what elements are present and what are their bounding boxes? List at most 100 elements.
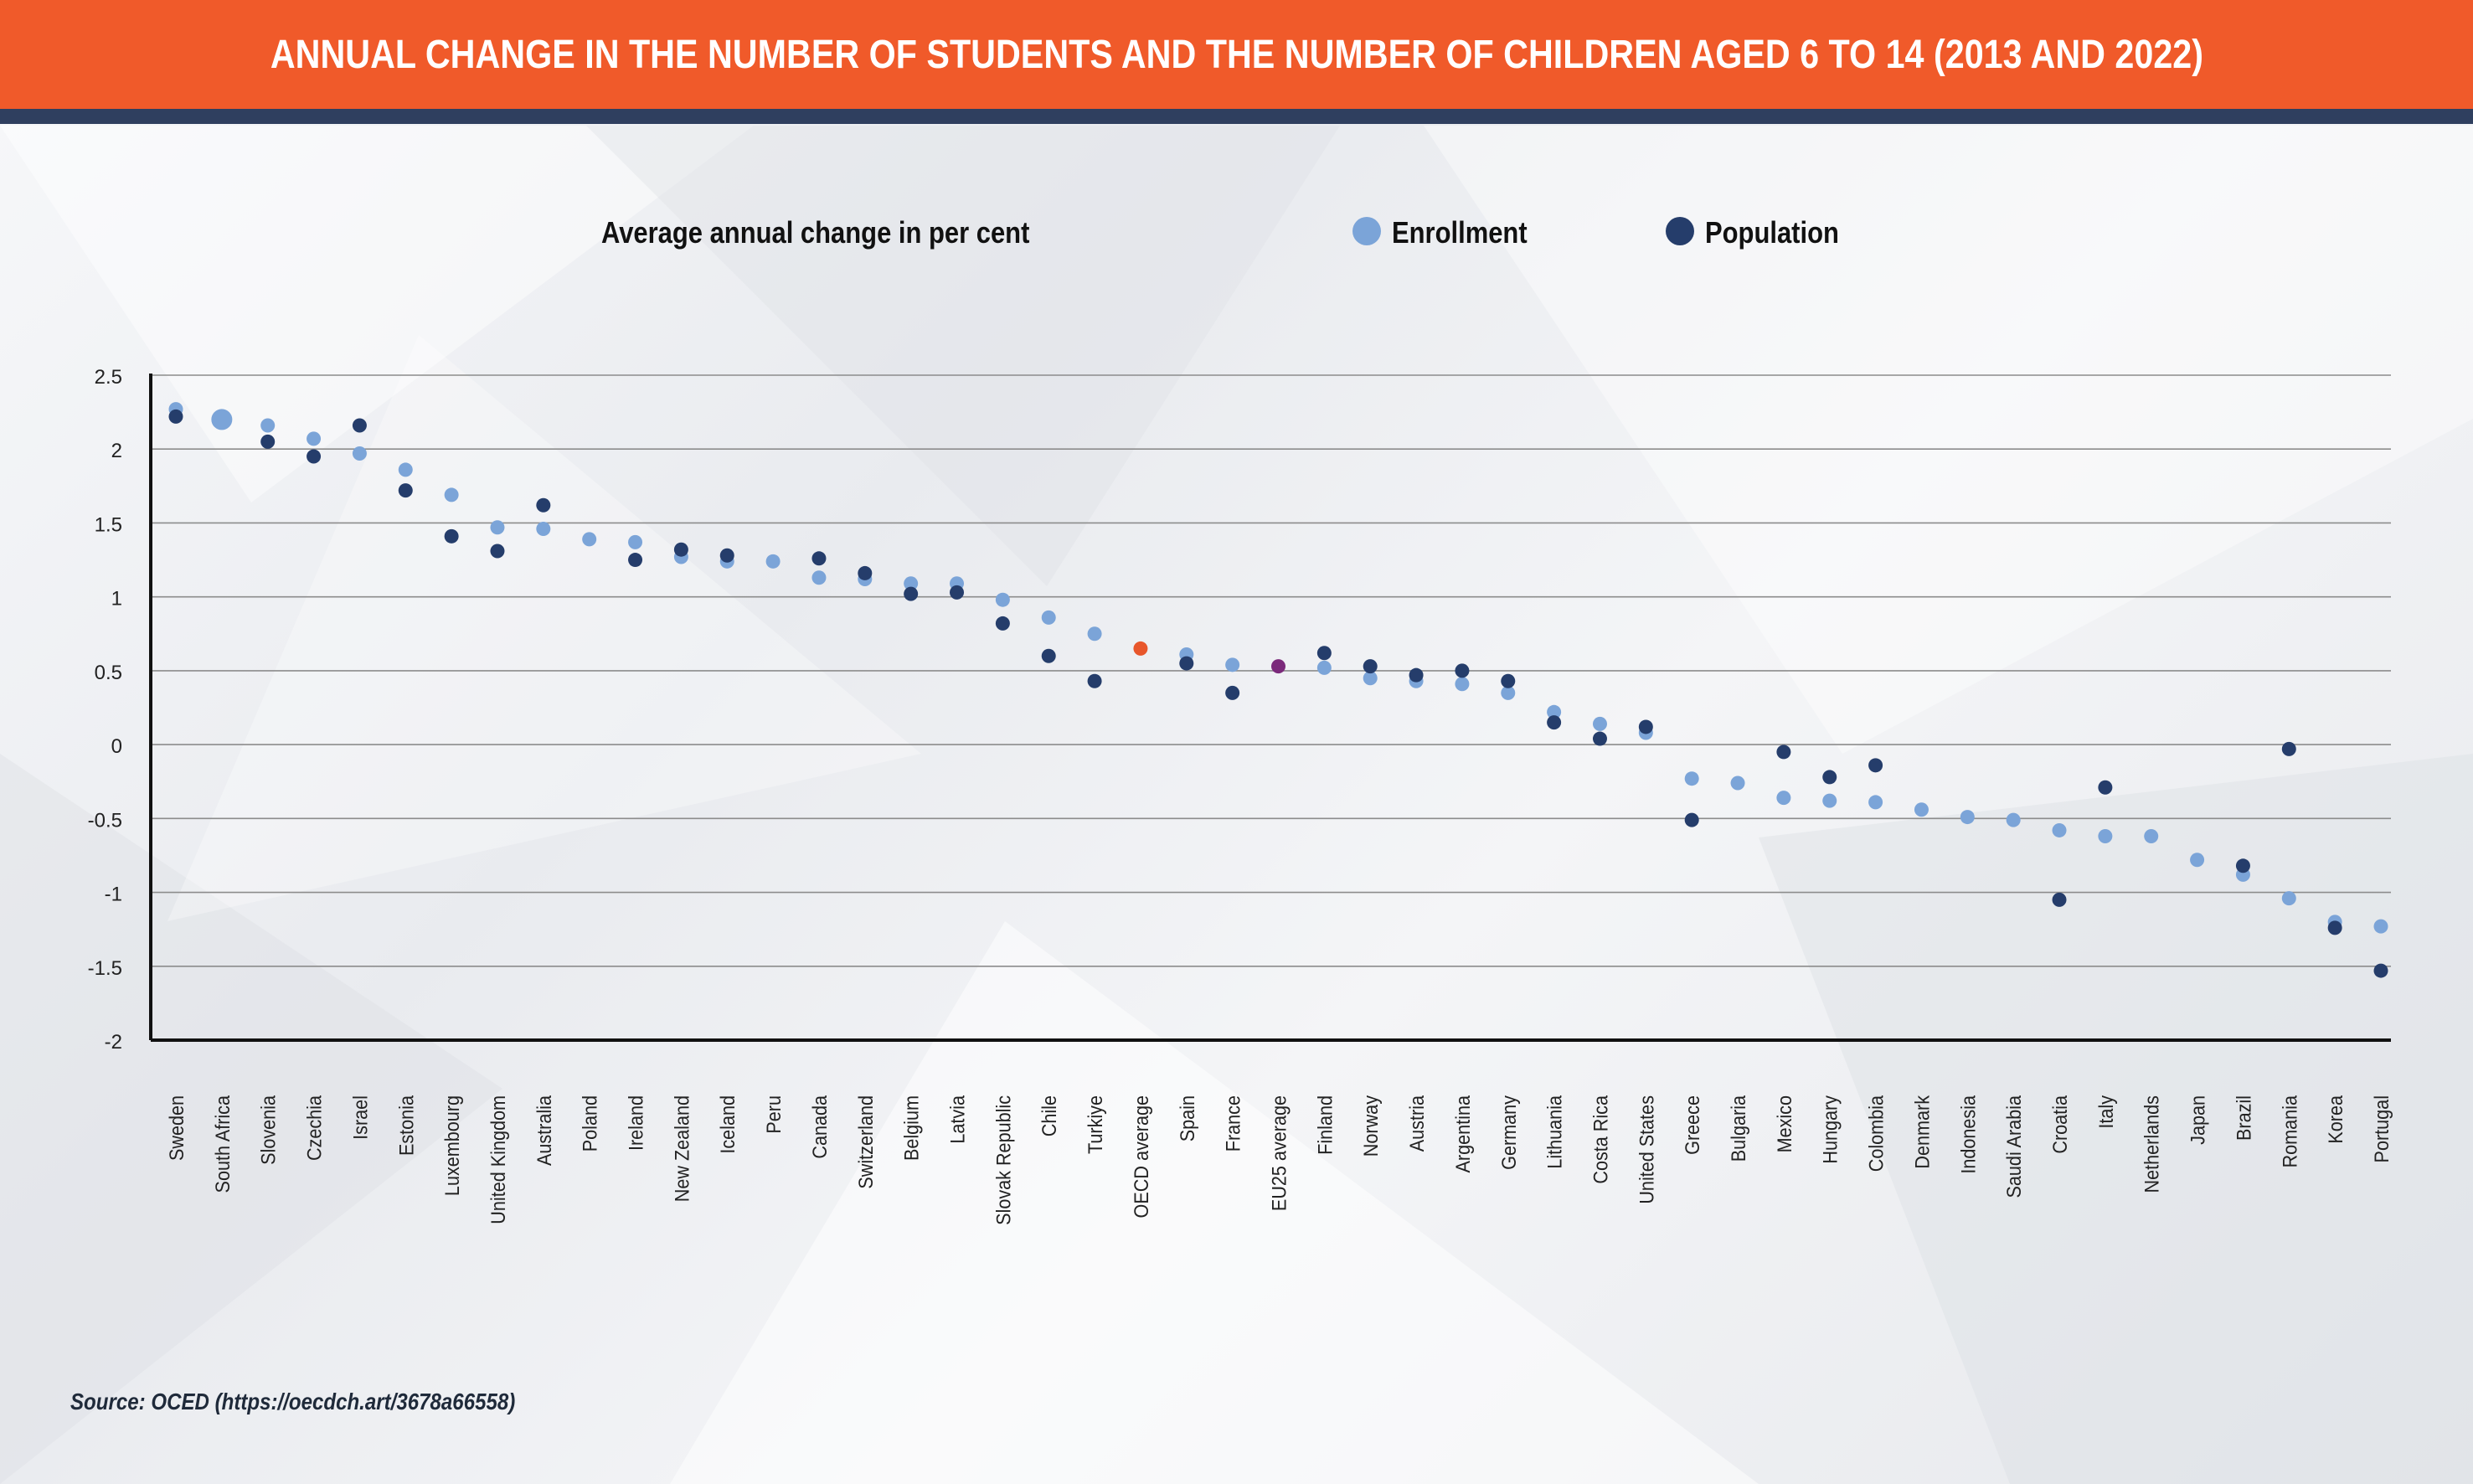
population-point (1592, 731, 1607, 746)
x-tick-label: Latvia (945, 1095, 968, 1144)
population-point (1455, 663, 1470, 678)
population-point (1501, 673, 1516, 688)
enrollment-point (995, 592, 1010, 607)
x-tick-label: South Africa (211, 1095, 234, 1193)
x-tick-label: Israel (348, 1095, 371, 1140)
legend-population-label: Population (1705, 217, 1839, 250)
x-tick-label: Spain (1176, 1095, 1198, 1141)
population-point (1684, 812, 1699, 827)
x-tick-label: Australia (533, 1095, 555, 1166)
population-point (536, 497, 551, 513)
population-point (2373, 963, 2388, 978)
enrollment-point (1592, 716, 1607, 731)
x-tick-label: United States (1635, 1095, 1657, 1204)
population-point (398, 483, 413, 498)
data-points (168, 402, 2388, 978)
header-rule (0, 109, 2473, 124)
population-point (858, 565, 873, 580)
population-point (2327, 920, 2342, 935)
population-point (1363, 659, 1378, 674)
enrollment-point (1960, 810, 1975, 825)
population-point (995, 616, 1010, 631)
population-point (168, 409, 183, 424)
axis-layer (149, 374, 2391, 1042)
x-tick-label: Switzerland (854, 1095, 877, 1189)
population-point (1638, 719, 1653, 734)
enrollment-point (536, 522, 551, 537)
enrollment-point (628, 534, 643, 549)
population-point (1409, 667, 1424, 683)
enrollment-point (398, 462, 413, 477)
enrollment-point (811, 570, 827, 585)
x-tick-label: Iceland (716, 1095, 739, 1154)
x-tick-label: Colombia (1865, 1095, 1888, 1172)
enrollment-point (260, 418, 276, 433)
population-point (673, 542, 688, 557)
population-point (260, 434, 276, 449)
x-tick-label: Hungary (1819, 1095, 1842, 1163)
y-tick-label: 2.5 (95, 366, 122, 389)
x-tick-label: Costa Rica (1589, 1095, 1611, 1184)
x-tick-label: Luxembourg (441, 1095, 463, 1196)
x-tick-label: Brazil (2232, 1095, 2254, 1141)
y-tick-label: -0.5 (88, 809, 122, 832)
legend: Average annual change in per cent Enroll… (601, 217, 1839, 250)
header-band: ANNUAL CHANGE IN THE NUMBER OF STUDENTS … (0, 0, 2473, 109)
x-tick-label: Indonesia (1956, 1095, 1979, 1174)
x-tick-label: France (1222, 1095, 1244, 1152)
x-tick-label: Netherlands (2141, 1095, 2163, 1193)
population-point (628, 553, 643, 568)
enrollment-point (1225, 657, 1240, 672)
x-tick-label: Lithuania (1543, 1095, 1566, 1169)
x-tick-label: Greece (1681, 1095, 1703, 1155)
population-point (352, 418, 367, 433)
enrollment-point (1914, 802, 1929, 817)
y-tick-label: 2 (111, 440, 122, 462)
population-point (2235, 858, 2250, 873)
population-point (2052, 892, 2067, 907)
enrollment-point (490, 520, 505, 535)
enrollment-point (1455, 677, 1470, 692)
enrollment-point (2052, 822, 2067, 837)
y-tick-label: -1.5 (88, 957, 122, 980)
population-point (2098, 780, 2113, 795)
enrollment-point (2281, 891, 2296, 906)
enrollment-point (1501, 685, 1516, 700)
enrollment-point (1316, 660, 1332, 675)
x-tick-label: Mexico (1773, 1095, 1796, 1152)
x-tick-label: Czechia (302, 1095, 325, 1161)
chart-subtitle: Average annual change in per cent (601, 217, 1029, 250)
population-point (1776, 745, 1791, 760)
x-tick-label: Slovenia (257, 1095, 280, 1165)
y-tick-label: 1.5 (95, 513, 122, 536)
legend-enrollment-marker (1352, 217, 1381, 245)
x-tick-label: Norway (1359, 1095, 1382, 1157)
population-point (950, 585, 965, 600)
x-tick-label: Slovak Republic (992, 1095, 1014, 1225)
y-tick-label: -2 (105, 1031, 122, 1054)
enrollment-point (582, 532, 597, 547)
population-point (1868, 758, 1883, 773)
enrollment-point (1776, 791, 1791, 806)
population-point (811, 551, 827, 566)
x-tick-label: Canada (808, 1095, 831, 1159)
enrollment-point (352, 446, 367, 461)
population-point (1225, 685, 1240, 700)
enrollment-point (1684, 771, 1699, 786)
population-point (1179, 656, 1194, 671)
x-tick-label: Argentina (1451, 1095, 1474, 1173)
enrollment-point (2144, 829, 2159, 844)
x-tick-label: New Zealand (670, 1095, 693, 1202)
population-point (307, 449, 322, 464)
enrollment-point (765, 554, 781, 569)
x-tick-label: Croatia (2048, 1095, 2071, 1154)
x-tick-label: OECD average (1130, 1095, 1152, 1218)
x-tick-label: Romania (2278, 1095, 2300, 1168)
x-tick-label: Germany (1497, 1095, 1520, 1169)
population-point (1547, 715, 1562, 730)
x-tick-label: EU25 average (1267, 1095, 1290, 1211)
x-tick-label: Belgium (900, 1095, 923, 1161)
x-tick-label: Turkiye (1084, 1095, 1106, 1154)
